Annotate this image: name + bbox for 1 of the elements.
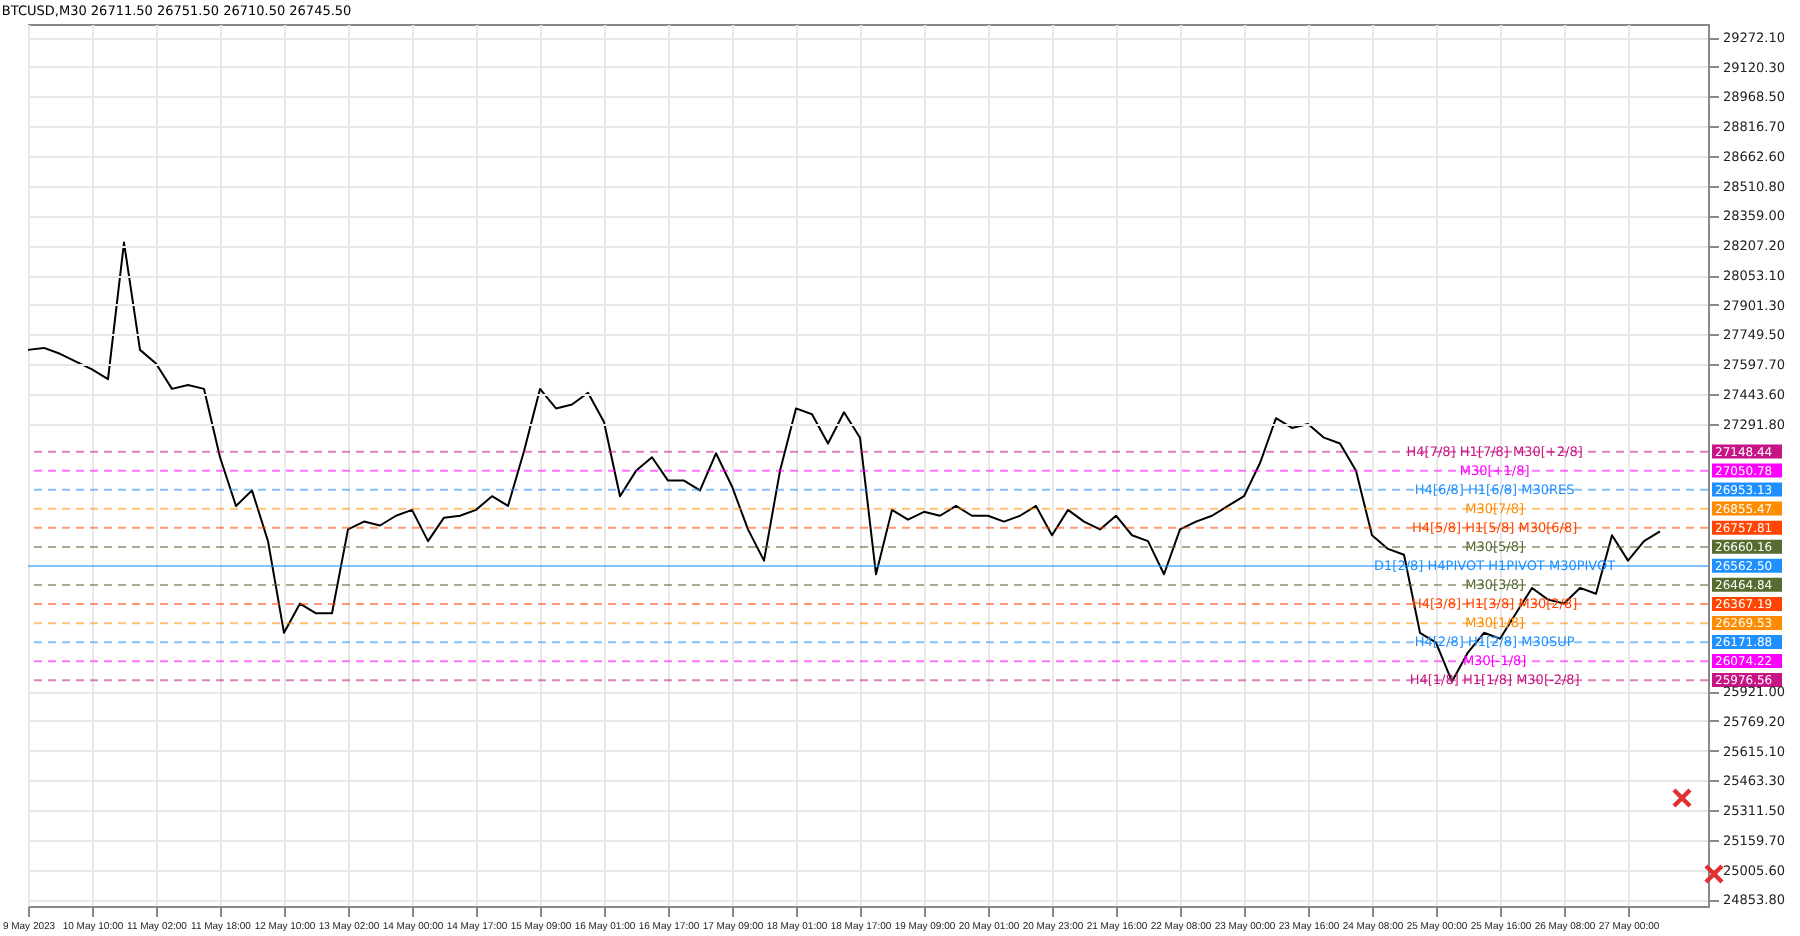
- line-series: [27, 241, 1661, 683]
